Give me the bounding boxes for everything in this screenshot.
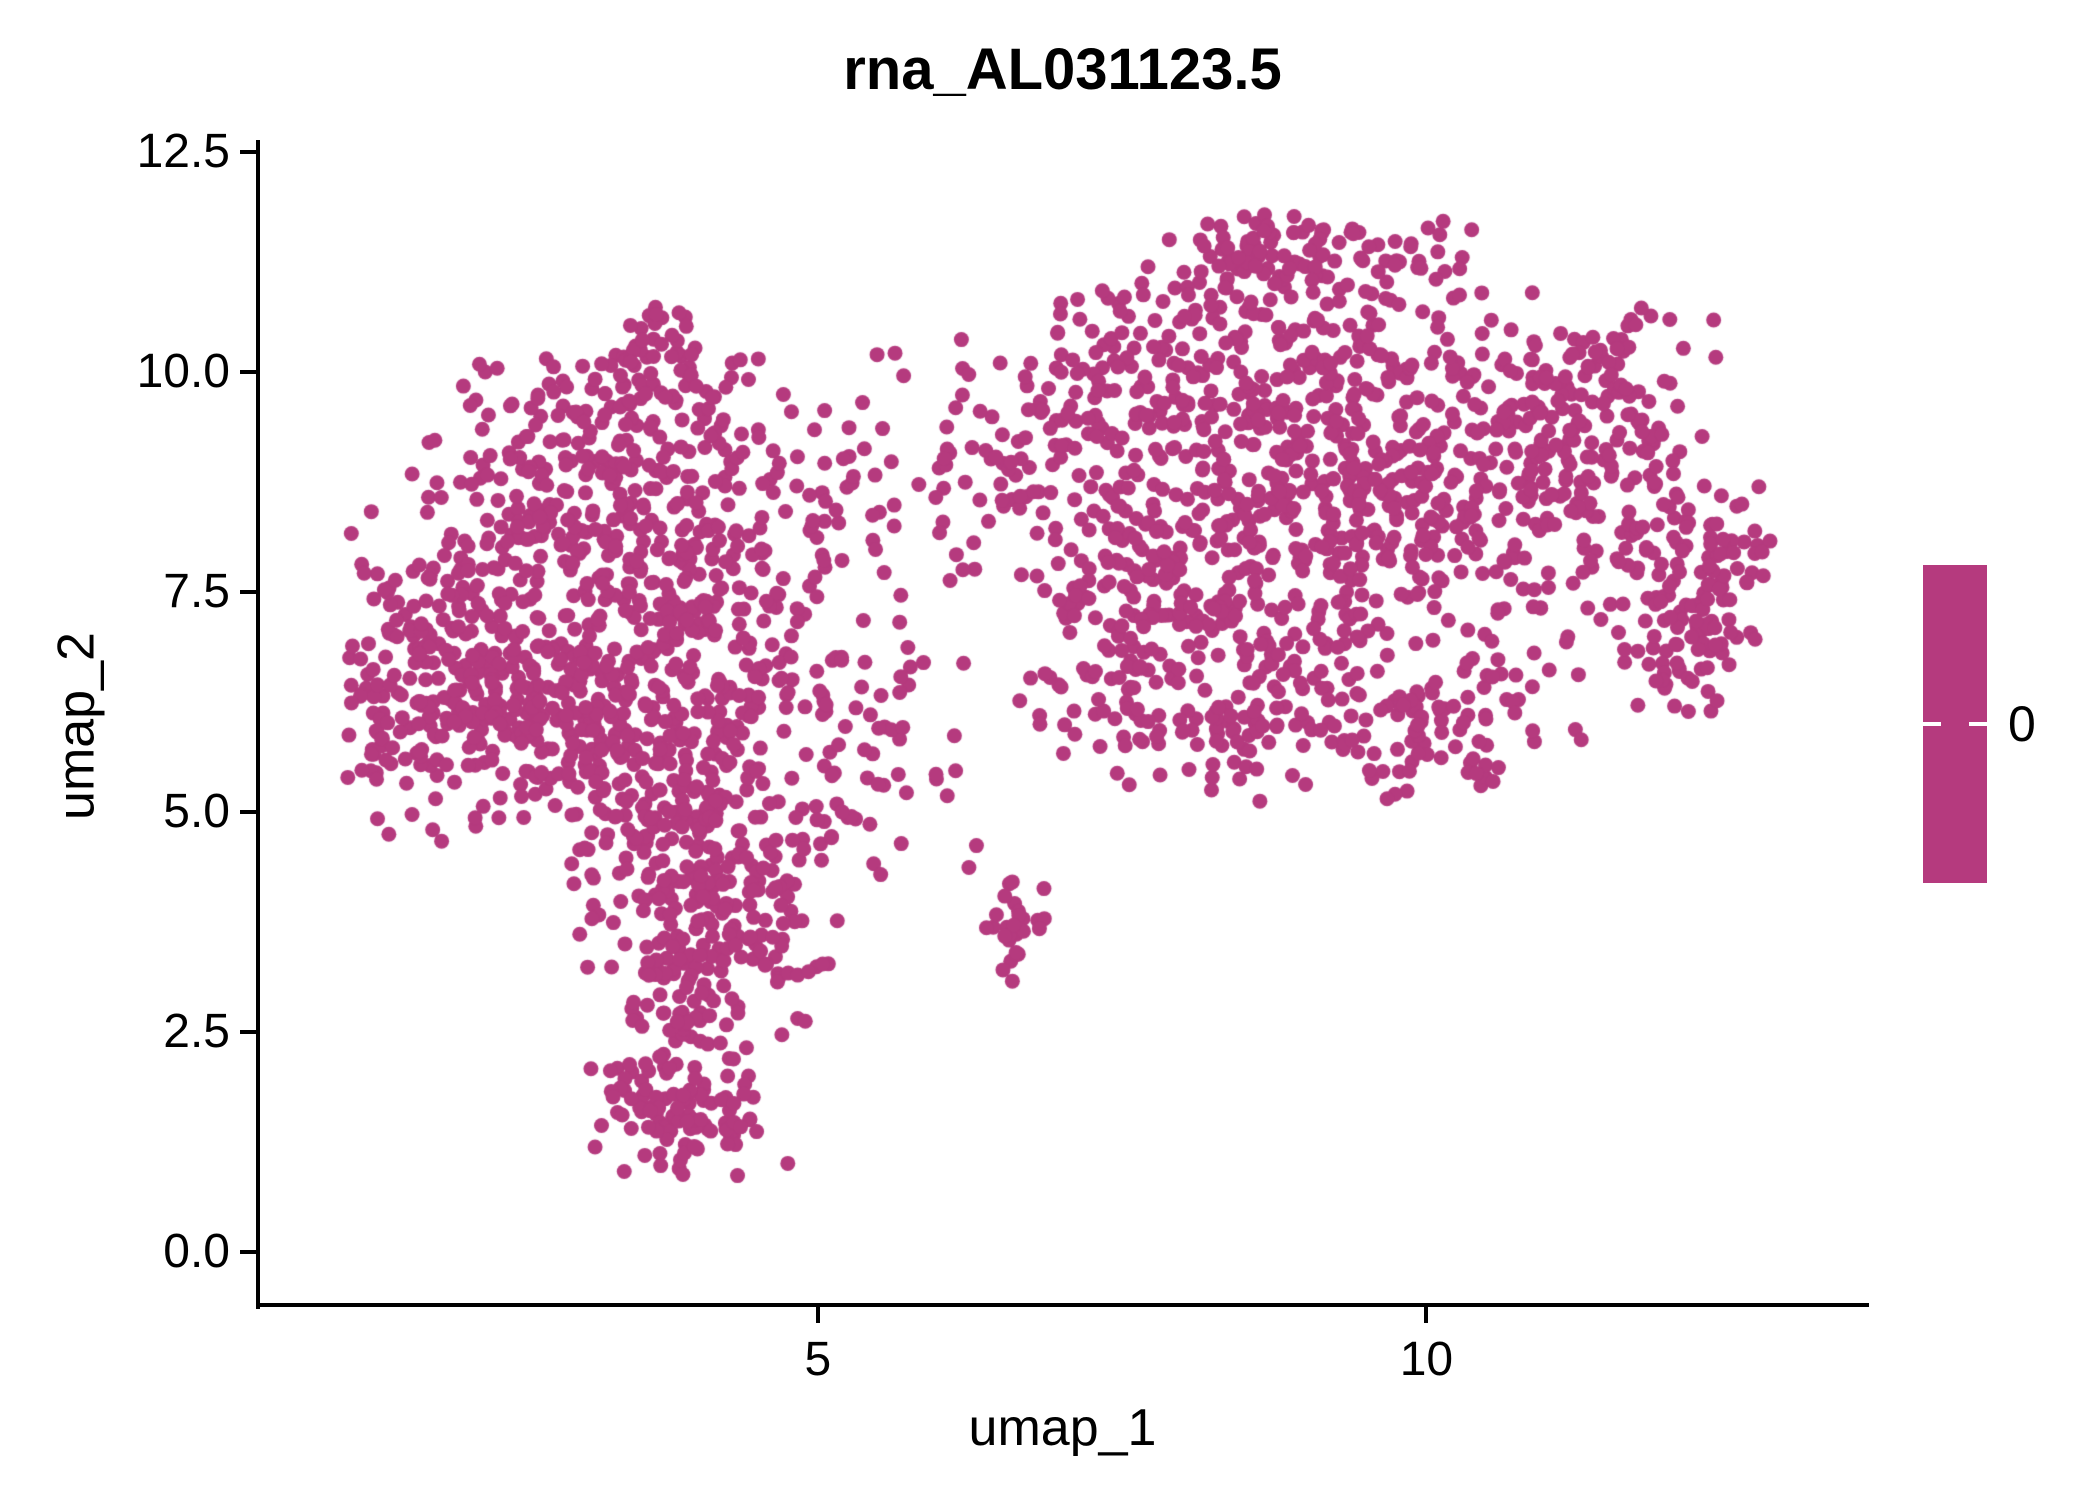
y-tick-label: 7.5 xyxy=(163,565,230,619)
y-tick-mark xyxy=(240,590,256,595)
colorbar-tick-left xyxy=(1923,722,1941,726)
y-axis-title: umap_2 xyxy=(47,632,106,820)
x-tick-mark xyxy=(815,1307,820,1323)
y-tick-mark xyxy=(240,1250,256,1255)
x-axis-title: umap_1 xyxy=(968,1399,1157,1457)
y-tick-mark xyxy=(240,1030,256,1035)
y-tick-mark xyxy=(240,370,256,375)
x-tick-mark xyxy=(1424,1307,1429,1323)
colorbar-tick-right xyxy=(1969,722,1987,726)
plot-title: rna_AL031123.5 xyxy=(843,37,1282,102)
colorbar-label: 0 xyxy=(2008,696,2036,752)
scatter-points xyxy=(258,140,1867,1305)
x-axis-line xyxy=(256,1303,1869,1307)
y-tick-label: 10.0 xyxy=(136,345,230,399)
y-tick-label: 12.5 xyxy=(136,125,230,179)
y-tick-label: 0.0 xyxy=(163,1225,230,1279)
y-tick-label: 5.0 xyxy=(163,785,230,839)
y-tick-mark xyxy=(240,810,256,815)
y-tick-mark xyxy=(240,150,256,155)
y-tick-label: 2.5 xyxy=(163,1005,230,1059)
x-tick-label: 5 xyxy=(804,1333,832,1386)
x-tick-label: 10 xyxy=(1399,1333,1454,1386)
